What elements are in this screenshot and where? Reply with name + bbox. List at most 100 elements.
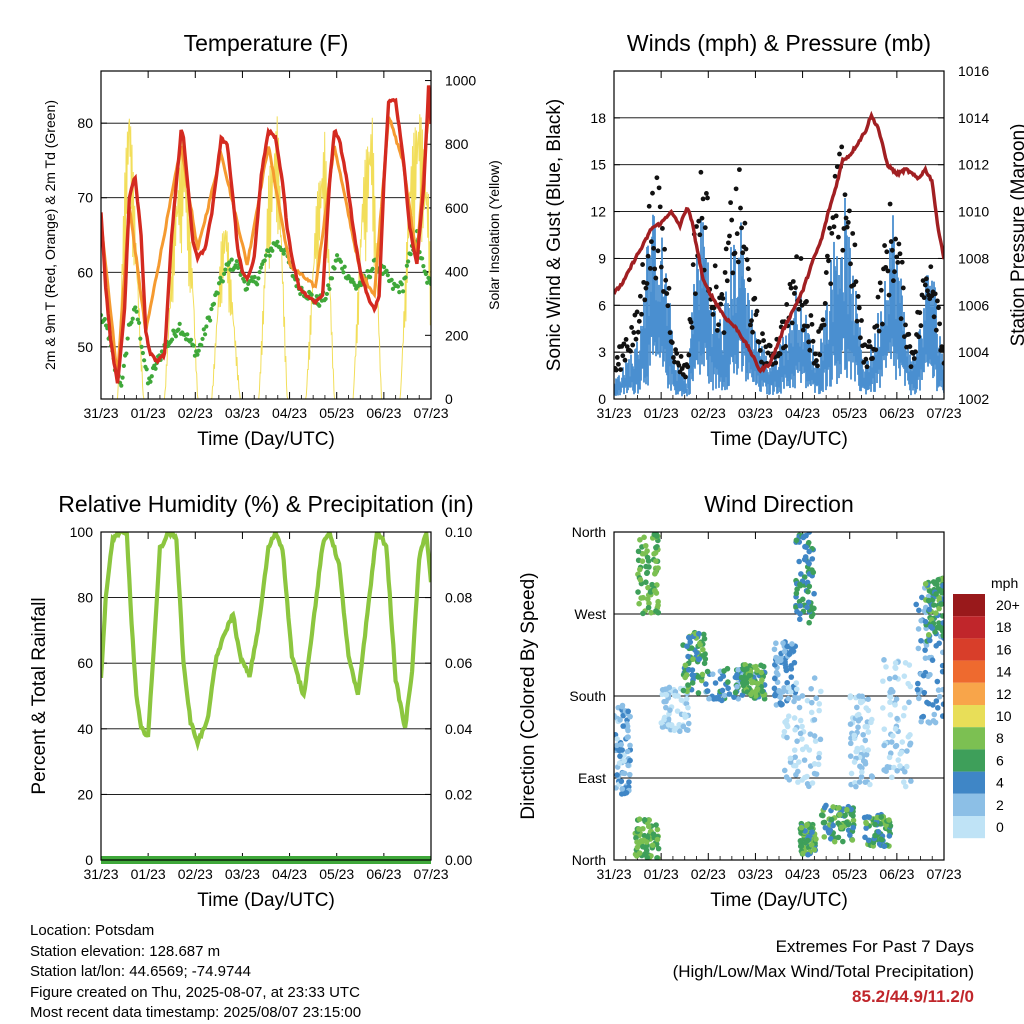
gust-point — [867, 344, 873, 350]
y-tick-label: 0 — [598, 391, 606, 407]
gust-point — [634, 309, 640, 315]
dewpoint-point — [233, 263, 238, 268]
gust-point — [740, 250, 746, 256]
direction-point — [725, 679, 731, 685]
gust-point — [903, 322, 908, 328]
gust-point — [876, 328, 882, 334]
dewpoint-point — [125, 336, 130, 341]
direction-point — [699, 671, 706, 678]
station-info: Location: Potsdam Station elevation: 128… — [30, 921, 361, 1024]
direction-point — [636, 600, 642, 607]
direction-point — [925, 719, 931, 725]
direction-point — [847, 740, 854, 747]
dewpoint-point — [191, 343, 196, 348]
y-right-axis-label: Station Pressure (Maroon) — [1008, 124, 1024, 347]
direction-point — [807, 731, 814, 737]
x-tick-label: 01/23 — [131, 405, 166, 421]
gust-point — [765, 350, 771, 356]
direction-point — [797, 602, 804, 609]
gust-point — [921, 295, 927, 301]
x-tick-label: 06/23 — [879, 866, 914, 882]
x-tick-label: 07/23 — [926, 866, 961, 882]
direction-point — [940, 649, 944, 656]
gust-point — [891, 278, 896, 284]
gust-point — [800, 327, 806, 333]
direction-point — [806, 747, 813, 753]
direction-point — [906, 699, 912, 706]
direction-point — [653, 532, 659, 537]
direction-point — [850, 824, 857, 831]
direction-point — [840, 838, 846, 845]
dewpoint-point — [222, 271, 227, 276]
dewpoint-point — [176, 327, 181, 332]
gust-point — [878, 287, 884, 293]
dewpoint-point — [171, 328, 176, 333]
gust-point — [790, 279, 796, 284]
gust-point — [833, 213, 839, 219]
direction-point — [643, 579, 649, 586]
gust-point — [616, 361, 621, 367]
dewpoint-point — [209, 306, 214, 312]
direction-point — [634, 844, 641, 851]
direction-point — [799, 723, 805, 730]
dewpoint-point — [342, 264, 347, 269]
gust-point — [798, 256, 804, 261]
direction-point — [797, 843, 804, 850]
gust-point — [630, 342, 636, 348]
gust-point — [884, 249, 890, 255]
direction-point — [801, 533, 807, 540]
direction-point — [847, 753, 854, 759]
direction-point — [813, 836, 819, 842]
gust-point — [787, 281, 793, 287]
direction-point — [801, 556, 808, 563]
gust-point — [738, 205, 743, 211]
direction-point — [680, 687, 687, 694]
direction-point — [804, 837, 811, 844]
direction-point — [939, 668, 944, 675]
direction-point — [678, 697, 685, 703]
gust-point — [814, 358, 819, 363]
direction-point — [794, 586, 800, 593]
direction-point — [922, 581, 929, 587]
y-tick-label: 40 — [77, 721, 93, 737]
gust-point — [911, 356, 917, 361]
y-right-tick-label: 1010 — [958, 204, 989, 220]
direction-point — [865, 747, 871, 753]
gust-point — [689, 325, 695, 330]
y-tick-label: 80 — [77, 590, 93, 606]
direction-point — [796, 704, 803, 711]
dewpoint-point — [121, 363, 126, 368]
gust-point — [843, 215, 849, 221]
direction-point — [701, 660, 708, 667]
gust-point — [924, 276, 929, 282]
direction-point — [785, 684, 792, 691]
direction-point — [706, 695, 712, 702]
gust-point — [805, 323, 810, 329]
dewpoint-point — [255, 282, 260, 287]
gust-point — [856, 305, 862, 311]
y-tick-label: East — [578, 770, 606, 786]
direction-point — [781, 728, 788, 735]
legend-label: 20+ — [996, 597, 1020, 613]
gust-point — [893, 236, 898, 242]
gust-point — [729, 217, 735, 223]
direction-point — [787, 755, 794, 762]
dewpoint-point — [421, 264, 426, 269]
direction-point — [851, 759, 858, 765]
dewpoint-point — [135, 317, 140, 322]
direction-point — [667, 707, 673, 713]
gust-point — [723, 246, 729, 252]
direction-point — [685, 720, 692, 727]
dewpoint-point — [129, 320, 134, 325]
dewpoint-point — [227, 260, 232, 265]
direction-point — [838, 824, 845, 831]
gust-point — [796, 306, 802, 312]
gust-point — [817, 352, 823, 358]
direction-point — [843, 819, 850, 826]
dewpoint-point — [257, 269, 262, 275]
gust-point — [737, 167, 742, 173]
gust-point — [820, 317, 826, 323]
direction-point — [847, 694, 854, 701]
direction-point — [859, 765, 865, 771]
direction-point — [759, 677, 765, 683]
